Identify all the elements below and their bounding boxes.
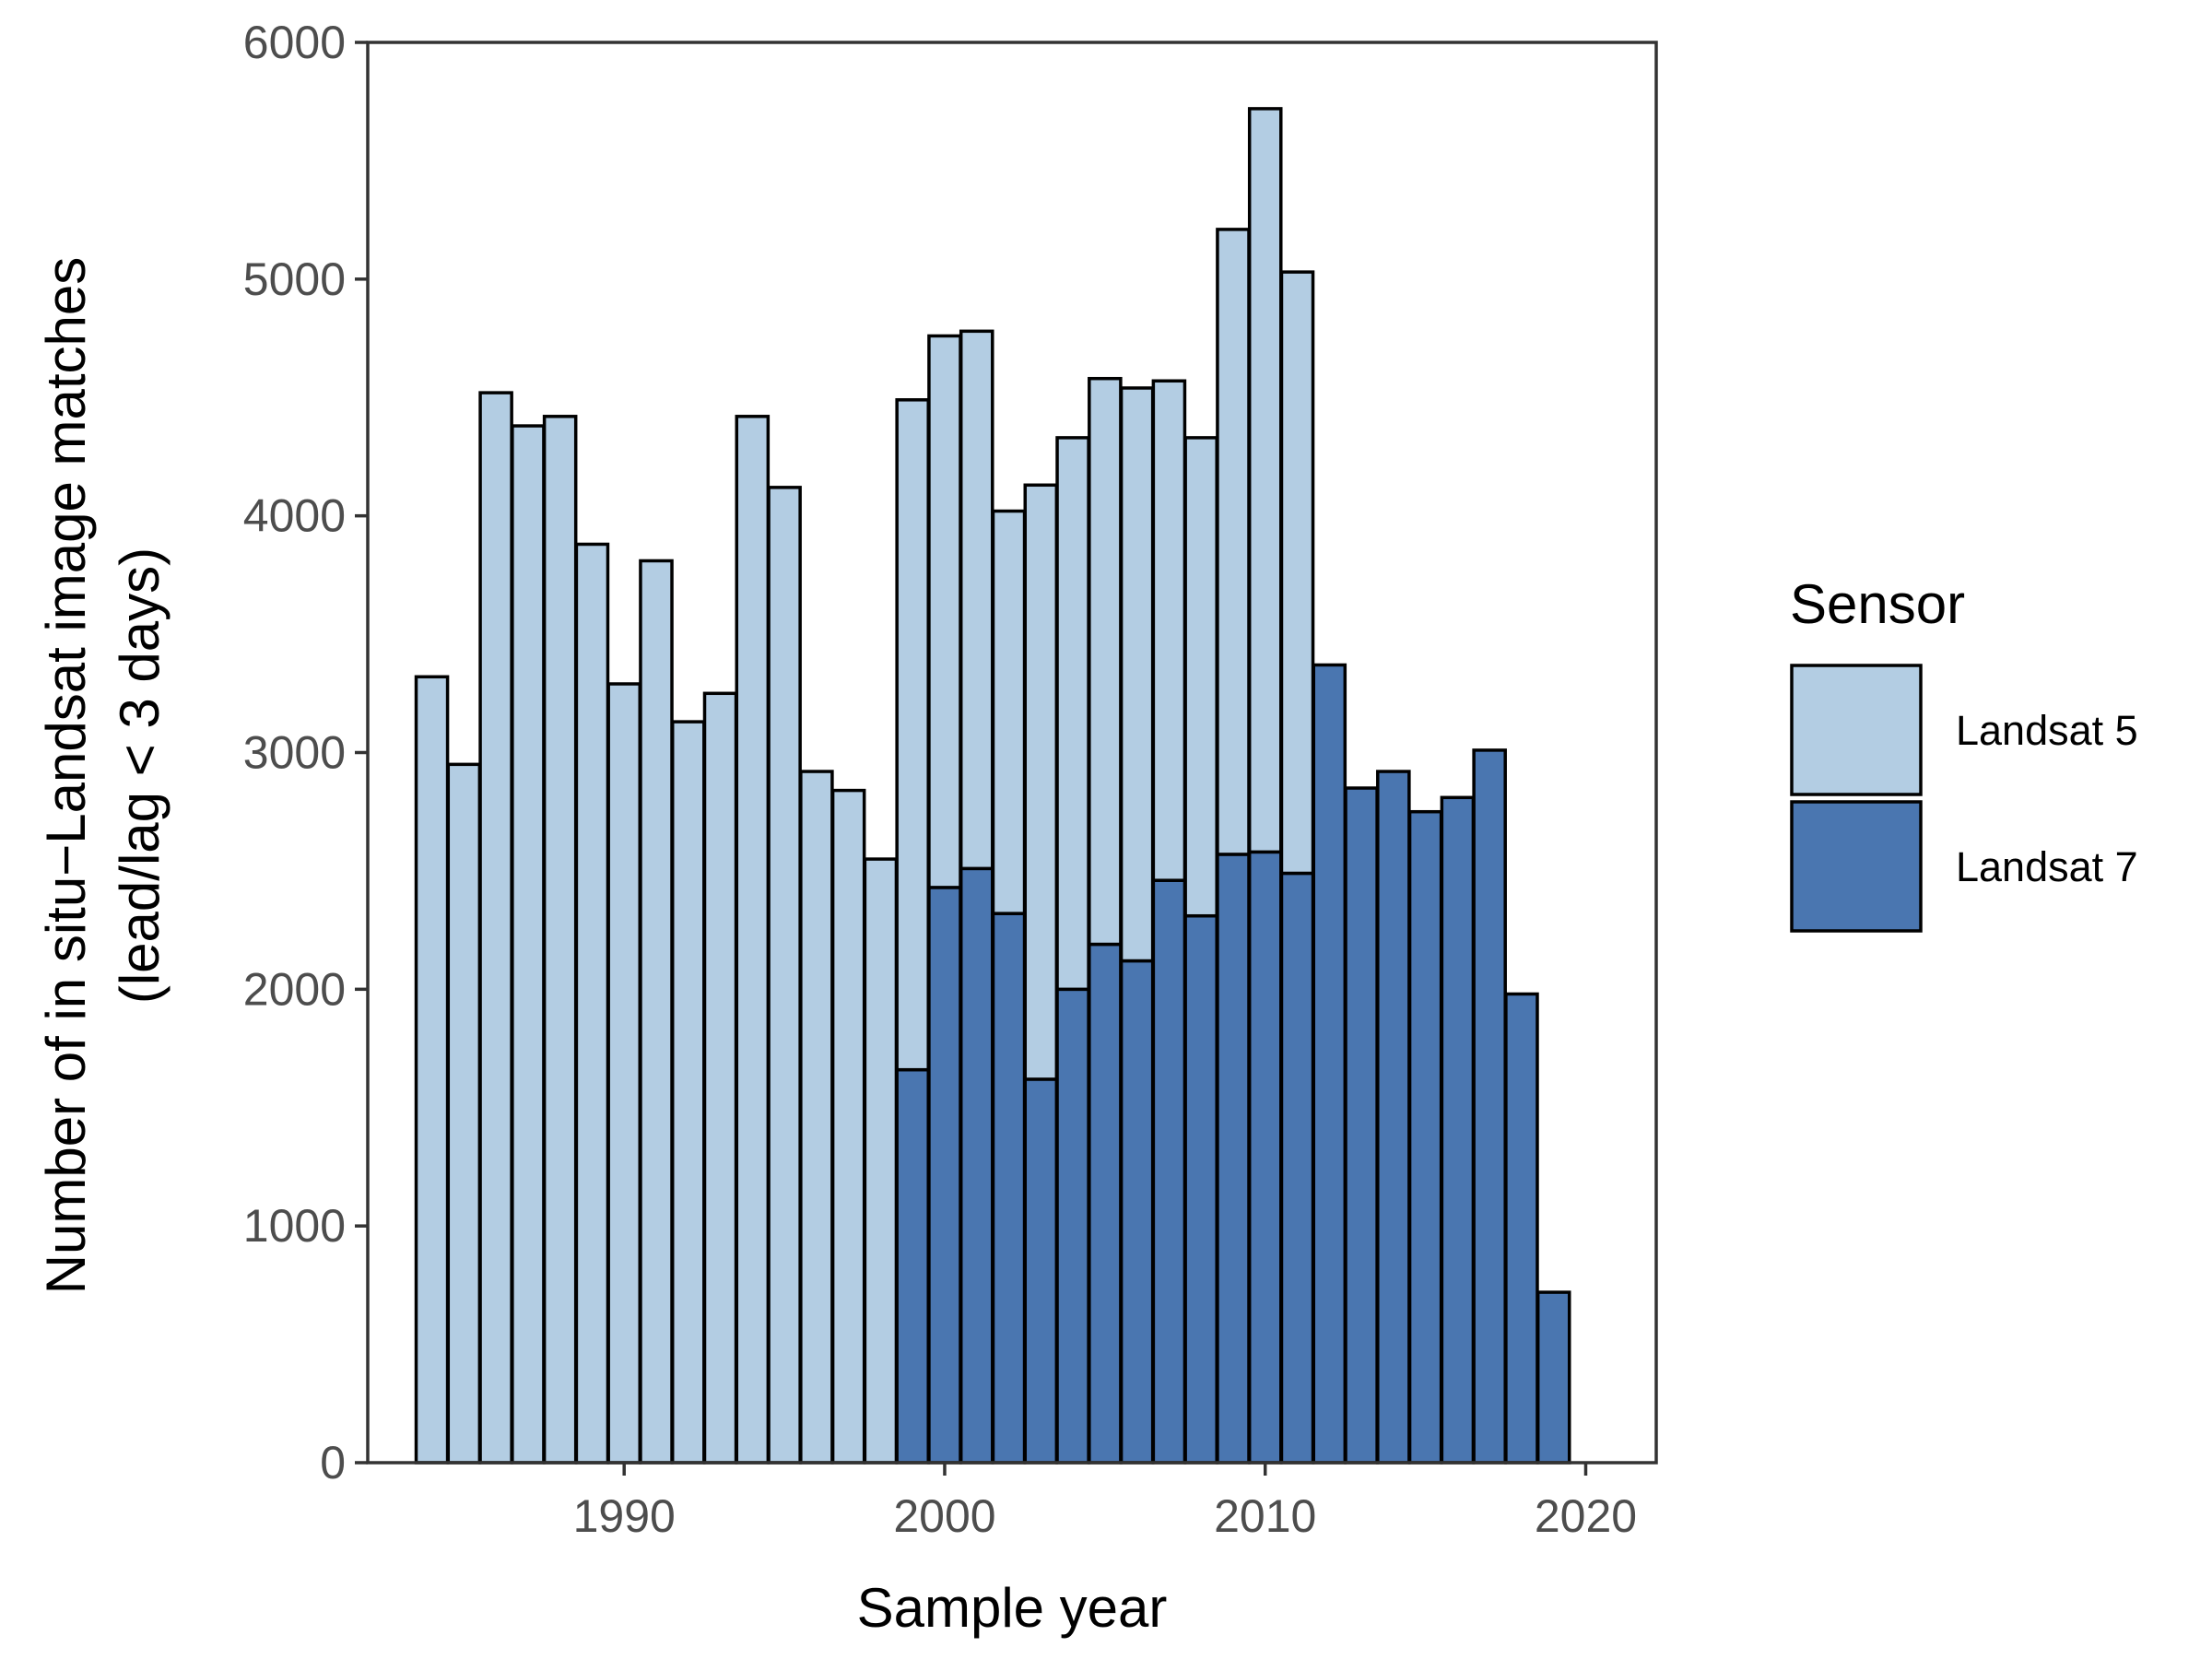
bar-landsat-7-2010 (1247, 850, 1283, 1465)
bar-landsat-5-2004 (1055, 436, 1090, 992)
bar-landsat-5-2011 (1279, 270, 1315, 876)
bar-landsat-5-1998 (863, 857, 899, 1465)
bar-landsat-5-2008 (1183, 436, 1218, 918)
y-axis-title-line-1: Number of in situ−Landsat image matches (35, 257, 97, 1295)
bar-landsat-7-2019 (1535, 1290, 1571, 1465)
bar-landsat-7-2001 (959, 866, 994, 1465)
bar-landsat-5-2005 (1088, 376, 1123, 947)
bar-landsat-7-2011 (1279, 871, 1315, 1465)
legend-label-landsat-7: Landsat 7 (1956, 843, 2138, 890)
bar-landsat-5-1993 (702, 691, 738, 1465)
bar-landsat-7-2013 (1344, 786, 1379, 1465)
bar-landsat-5-1985 (446, 762, 482, 1465)
y-tick-label: 1000 (243, 1200, 346, 1252)
y-tick-label: 5000 (243, 253, 346, 305)
legend: Sensor Landsat 5 Landsat 7 (1790, 573, 2138, 933)
bar-landsat-7-2016 (1440, 795, 1476, 1465)
bar-landsat-5-1992 (670, 720, 706, 1465)
x-tick-label: 2000 (893, 1490, 995, 1542)
bar-landsat-5-2009 (1216, 228, 1251, 856)
bar-landsat-5-1986 (478, 391, 513, 1465)
bars-group (414, 107, 1571, 1465)
bar-landsat-5-2001 (959, 329, 994, 871)
bar-landsat-7-2008 (1183, 913, 1218, 1465)
bar-landsat-5-2007 (1151, 379, 1187, 882)
bar-landsat-5-1988 (542, 415, 578, 1465)
y-tick-label: 2000 (243, 963, 346, 1015)
legend-key-landsat-5 (1790, 664, 1923, 796)
bar-landsat-7-2017 (1472, 748, 1507, 1465)
bar-landsat-5-2003 (1023, 483, 1059, 1081)
x-tick-label: 1990 (573, 1490, 676, 1542)
y-tick-label: 6000 (243, 17, 346, 68)
bar-landsat-7-2002 (991, 912, 1027, 1465)
bar-landsat-5-1997 (830, 788, 866, 1465)
x-tick-label: 2020 (1535, 1490, 1637, 1542)
bar-landsat-7-2004 (1055, 987, 1090, 1465)
legend-title: Sensor (1790, 573, 1965, 635)
bar-landsat-5-2002 (991, 509, 1027, 915)
y-axis-title-line-2: (lead/lag < 3 days) (109, 547, 171, 1004)
legend-label-landsat-5: Landsat 5 (1956, 707, 2138, 754)
bar-landsat-5-1994 (735, 415, 771, 1465)
bar-landsat-7-2005 (1088, 942, 1123, 1465)
bar-landsat-7-2006 (1119, 959, 1155, 1465)
bar-landsat-7-2000 (927, 886, 962, 1465)
bar-landsat-5-2006 (1119, 386, 1155, 963)
bar-landsat-7-2007 (1151, 878, 1187, 1465)
x-axis: 1990 2000 2010 2020 (573, 1463, 1637, 1542)
y-tick-label: 4000 (243, 490, 346, 542)
bar-landsat-5-2000 (927, 334, 962, 889)
bar-landsat-5-1996 (799, 770, 834, 1465)
bar-landsat-7-2014 (1376, 770, 1411, 1465)
bar-landsat-5-1987 (511, 424, 546, 1465)
bar-landsat-5-1984 (414, 675, 450, 1465)
bar-landsat-7-2018 (1504, 992, 1539, 1465)
legend-key-landsat-7 (1790, 800, 1923, 933)
x-tick-label: 2010 (1214, 1490, 1316, 1542)
bar-landsat-5-2010 (1247, 107, 1283, 854)
x-axis-title: Sample year (857, 1577, 1168, 1639)
bar-landsat-5-1990 (606, 682, 641, 1465)
bar-landsat-5-1999 (895, 398, 930, 1072)
bar-landsat-7-2009 (1216, 853, 1251, 1465)
y-axis: 0 1000 2000 3000 4000 5000 6000 (243, 17, 368, 1488)
y-tick-label: 0 (320, 1437, 346, 1488)
bar-landsat-5-1991 (639, 559, 674, 1465)
bar-landsat-5-1989 (574, 542, 610, 1465)
bar-landsat-7-2015 (1407, 809, 1443, 1465)
bar-landsat-7-2003 (1023, 1077, 1059, 1465)
bar-landsat-5-1995 (767, 486, 802, 1465)
bar-landsat-7-2012 (1312, 663, 1347, 1465)
bar-landsat-7-1999 (895, 1067, 930, 1465)
y-tick-label: 3000 (243, 727, 346, 779)
